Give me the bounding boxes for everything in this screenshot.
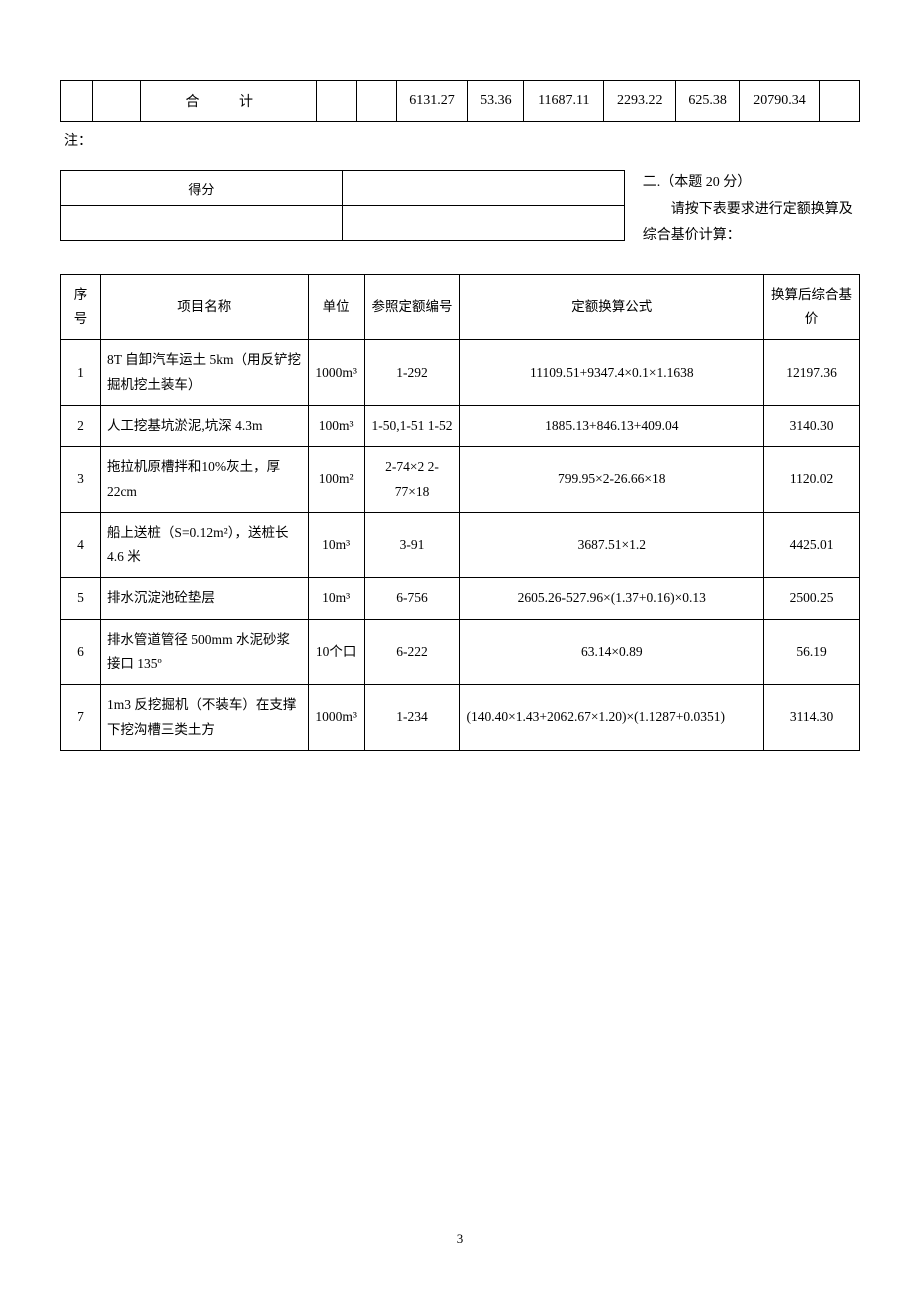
cell-val: 2293.22 (604, 81, 676, 122)
result: 1120.02 (764, 447, 860, 513)
result: 4425.01 (764, 512, 860, 578)
page-number: 3 (60, 1231, 860, 1247)
table-row: 4 船上送桩（S=0.12m²），送桩长4.6 米 10m³ 3-91 3687… (61, 512, 860, 578)
seq: 4 (61, 512, 101, 578)
col-unit: 单位 (308, 274, 364, 340)
table-header-row: 序号 项目名称 单位 参照定额编号 定额换算公式 换算后综合基价 (61, 274, 860, 340)
table-row: 合 计 6131.27 53.36 11687.11 2293.22 625.3… (61, 81, 860, 122)
unit: 10个口 (308, 619, 364, 685)
table-row: 6 排水管道管径 500mm 水泥砂浆接口 135º 10个口 6-222 63… (61, 619, 860, 685)
seq: 1 (61, 340, 101, 406)
summary-table: 合 计 6131.27 53.36 11687.11 2293.22 625.3… (60, 80, 860, 122)
seq: 2 (61, 405, 101, 446)
seq: 7 (61, 685, 101, 751)
section-subheading: 请按下表要求进行定额换算及综合基价计算： (643, 197, 860, 250)
table-row: 1 8T 自卸汽车运土 5km（用反铲挖掘机挖土装车） 1000m³ 1-292… (61, 340, 860, 406)
seq: 6 (61, 619, 101, 685)
unit: 10m³ (308, 512, 364, 578)
name: 船上送桩（S=0.12m²），送桩长4.6 米 (100, 512, 308, 578)
col-formula: 定额换算公式 (460, 274, 764, 340)
ref: 1-50,1-51 1-52 (364, 405, 460, 446)
formula: 63.14×0.89 (460, 619, 764, 685)
note-label: 注： (64, 130, 860, 150)
formula: (140.40×1.43+2062.67×1.20)×(1.1287+0.035… (460, 685, 764, 751)
unit: 100m² (308, 447, 364, 513)
result: 3140.30 (764, 405, 860, 446)
unit: 100m³ (308, 405, 364, 446)
score-cell (342, 206, 624, 241)
name: 8T 自卸汽车运土 5km（用反铲挖掘机挖土装车） (100, 340, 308, 406)
name: 排水沉淀池砼垫层 (100, 578, 308, 619)
result: 2500.25 (764, 578, 860, 619)
name: 人工挖基坑淤泥,坑深 4.3m (100, 405, 308, 446)
col-ref: 参照定额编号 (364, 274, 460, 340)
score-box: 得分 (60, 170, 625, 241)
unit: 1000m³ (308, 685, 364, 751)
cell-val: 6131.27 (396, 81, 468, 122)
formula: 799.95×2-26.66×18 (460, 447, 764, 513)
cell-val: 11687.11 (524, 81, 604, 122)
ref: 2-74×2 2-77×18 (364, 447, 460, 513)
name: 拖拉机原槽拌和10%灰土，厚 22cm (100, 447, 308, 513)
col-result: 换算后综合基价 (764, 274, 860, 340)
ref: 1-292 (364, 340, 460, 406)
ref: 6-756 (364, 578, 460, 619)
total-label: 合 计 (186, 95, 272, 110)
calculation-table: 序号 项目名称 单位 参照定额编号 定额换算公式 换算后综合基价 1 8T 自卸… (60, 274, 860, 751)
result: 12197.36 (764, 340, 860, 406)
result: 56.19 (764, 619, 860, 685)
section-header-row: 得分 二.（本题 20 分） 请按下表要求进行定额换算及综合基价计算： (60, 170, 860, 250)
formula: 1885.13+846.13+409.04 (460, 405, 764, 446)
ref: 3-91 (364, 512, 460, 578)
score-cell (342, 171, 624, 206)
seq: 5 (61, 578, 101, 619)
seq: 3 (61, 447, 101, 513)
name: 排水管道管径 500mm 水泥砂浆接口 135º (100, 619, 308, 685)
table-row: 7 1m3 反挖掘机（不装车）在支撑下挖沟槽三类土方 1000m³ 1-234 … (61, 685, 860, 751)
cell-val: 20790.34 (740, 81, 820, 122)
unit: 10m³ (308, 578, 364, 619)
section-heading: 二.（本题 20 分） (643, 170, 860, 197)
cell-val: 53.36 (468, 81, 524, 122)
name: 1m3 反挖掘机（不装车）在支撑下挖沟槽三类土方 (100, 685, 308, 751)
score-label: 得分 (61, 171, 343, 206)
formula: 11109.51+9347.4×0.1×1.1638 (460, 340, 764, 406)
col-name: 项目名称 (100, 274, 308, 340)
result: 3114.30 (764, 685, 860, 751)
formula: 2605.26-527.96×(1.37+0.16)×0.13 (460, 578, 764, 619)
ref: 1-234 (364, 685, 460, 751)
score-cell (61, 206, 343, 241)
table-row: 5 排水沉淀池砼垫层 10m³ 6-756 2605.26-527.96×(1.… (61, 578, 860, 619)
cell-val: 625.38 (676, 81, 740, 122)
unit: 1000m³ (308, 340, 364, 406)
ref: 6-222 (364, 619, 460, 685)
formula: 3687.51×1.2 (460, 512, 764, 578)
table-row: 3 拖拉机原槽拌和10%灰土，厚 22cm 100m² 2-74×2 2-77×… (61, 447, 860, 513)
col-seq: 序号 (61, 274, 101, 340)
table-row: 2 人工挖基坑淤泥,坑深 4.3m 100m³ 1-50,1-51 1-52 1… (61, 405, 860, 446)
